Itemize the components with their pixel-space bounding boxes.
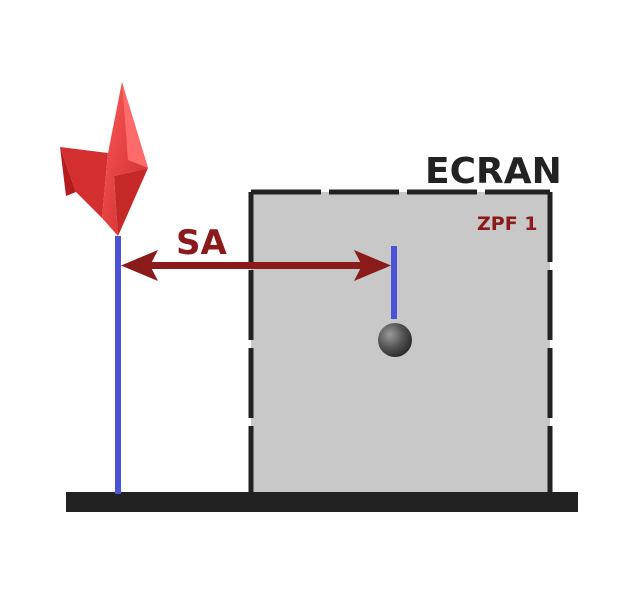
sphere-rod [391,246,397,319]
distance-label: SA [176,223,227,263]
sphere-icon [378,323,412,357]
arrow-head-left [121,250,158,281]
screen-label: ECRAN [425,151,562,192]
lightning-rod-mast [115,236,121,494]
distance-arrow [121,250,391,281]
suspended-sphere [378,246,412,357]
ground-line [66,492,578,512]
arrow-head-right [354,250,391,281]
zone-label: ZPF 1 [477,213,538,235]
lightning-bolt-icon [60,82,148,236]
